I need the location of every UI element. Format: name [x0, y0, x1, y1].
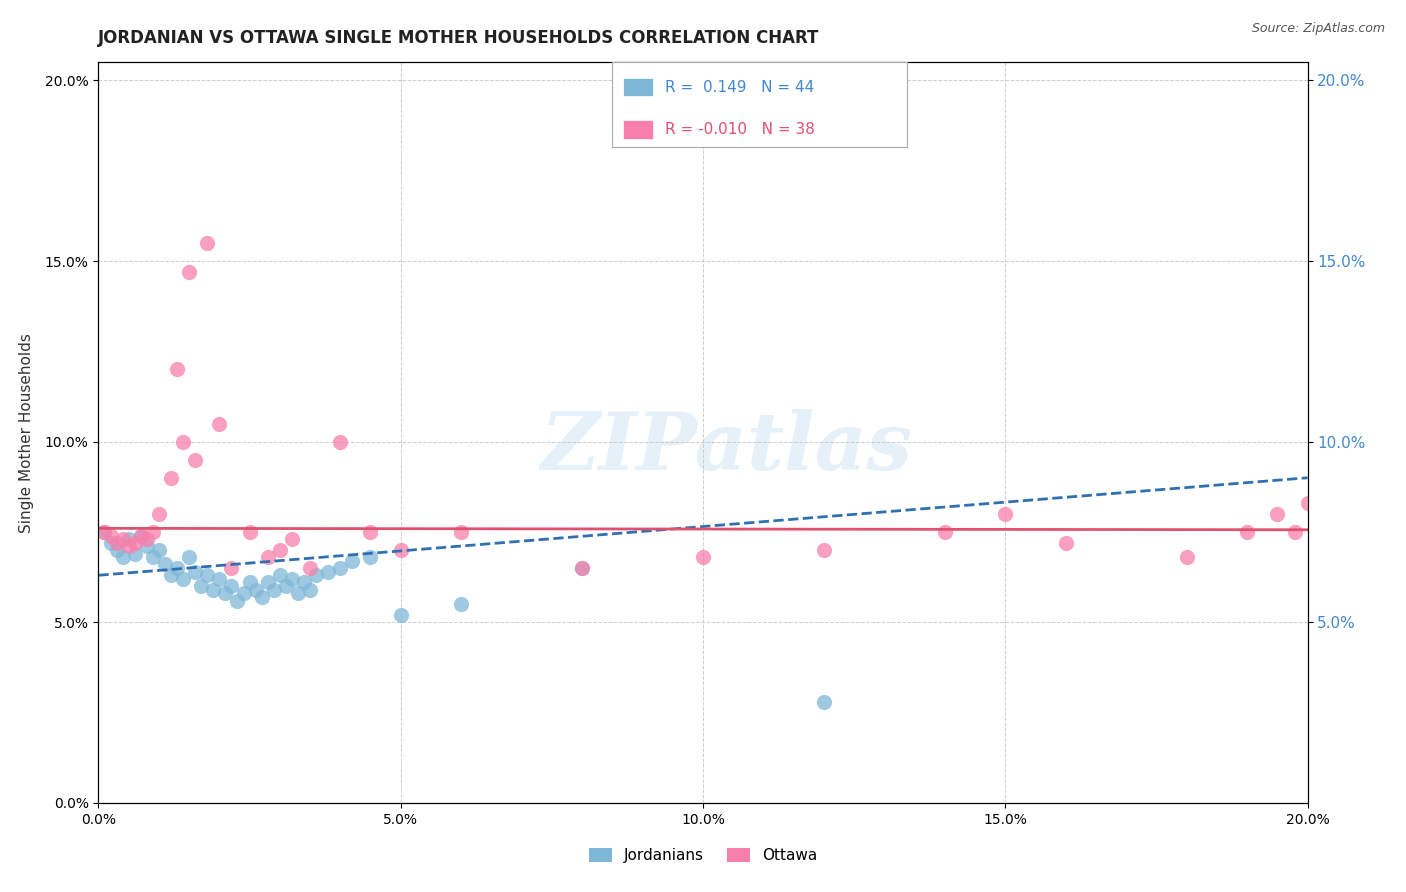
Point [179, 265, 201, 279]
Point [813, 543, 835, 558]
Y-axis label: Single Mother Households: Single Mother Households [18, 333, 34, 533]
Point [813, 695, 835, 709]
Point [1296, 496, 1319, 510]
Point [263, 582, 285, 597]
Point [179, 550, 201, 565]
Point [281, 572, 304, 586]
Point [135, 532, 157, 546]
Text: R = -0.010   N = 38: R = -0.010 N = 38 [665, 122, 814, 136]
FancyBboxPatch shape [623, 120, 652, 139]
Point [105, 535, 128, 549]
Point [256, 550, 278, 565]
Point [184, 565, 207, 579]
Point [172, 434, 194, 449]
Point [360, 550, 382, 565]
Point [1236, 524, 1258, 539]
Point [281, 532, 304, 546]
Point [245, 582, 267, 597]
Point [111, 550, 134, 565]
Point [124, 535, 146, 549]
Point [287, 586, 309, 600]
Point [239, 524, 262, 539]
Point [214, 586, 236, 600]
Point [389, 543, 412, 558]
Point [111, 532, 134, 546]
Point [269, 568, 291, 582]
Point [129, 528, 152, 542]
Point [190, 579, 212, 593]
Point [148, 543, 170, 558]
Point [184, 452, 207, 467]
Point [360, 524, 382, 539]
Point [342, 554, 364, 568]
Point [1054, 535, 1077, 549]
Point [934, 524, 956, 539]
Point [100, 528, 122, 542]
Text: R =  0.149   N = 44: R = 0.149 N = 44 [665, 79, 814, 95]
Point [208, 572, 231, 586]
Point [142, 550, 165, 565]
Text: ZIPatlas: ZIPatlas [541, 409, 914, 486]
Point [450, 597, 472, 611]
Point [571, 561, 593, 575]
Text: Source: ZipAtlas.com: Source: ZipAtlas.com [1251, 22, 1385, 36]
Point [389, 607, 412, 622]
Point [250, 590, 273, 604]
Point [142, 524, 165, 539]
Point [172, 572, 194, 586]
Point [1175, 550, 1198, 565]
Point [571, 561, 593, 575]
Point [129, 528, 152, 542]
Point [118, 540, 141, 554]
Point [305, 568, 328, 582]
Point [299, 561, 322, 575]
Point [232, 586, 254, 600]
Point [148, 507, 170, 521]
Point [166, 362, 188, 376]
Point [124, 547, 146, 561]
Text: JORDANIAN VS OTTAWA SINGLE MOTHER HOUSEHOLDS CORRELATION CHART: JORDANIAN VS OTTAWA SINGLE MOTHER HOUSEH… [98, 29, 820, 47]
Point [1267, 507, 1289, 521]
Point [93, 524, 115, 539]
Point [105, 543, 128, 558]
Point [100, 535, 122, 549]
Point [93, 524, 115, 539]
Point [208, 417, 231, 431]
Point [329, 434, 352, 449]
Point [239, 575, 262, 590]
Point [1284, 524, 1306, 539]
Legend: Jordanians, Ottawa: Jordanians, Ottawa [582, 842, 824, 869]
Point [195, 235, 218, 250]
Point [135, 540, 157, 554]
Point [118, 532, 141, 546]
FancyBboxPatch shape [623, 78, 652, 96]
Point [166, 561, 188, 575]
Point [450, 524, 472, 539]
Point [202, 582, 225, 597]
Point [299, 582, 322, 597]
Point [269, 543, 291, 558]
Point [153, 558, 176, 572]
Point [226, 593, 249, 607]
Point [329, 561, 352, 575]
Point [316, 565, 339, 579]
Point [195, 568, 218, 582]
Point [221, 579, 243, 593]
Point [292, 575, 315, 590]
Point [160, 471, 183, 485]
Point [221, 561, 243, 575]
Point [274, 579, 297, 593]
Point [256, 575, 278, 590]
Point [160, 568, 183, 582]
Point [994, 507, 1017, 521]
Point [692, 550, 714, 565]
